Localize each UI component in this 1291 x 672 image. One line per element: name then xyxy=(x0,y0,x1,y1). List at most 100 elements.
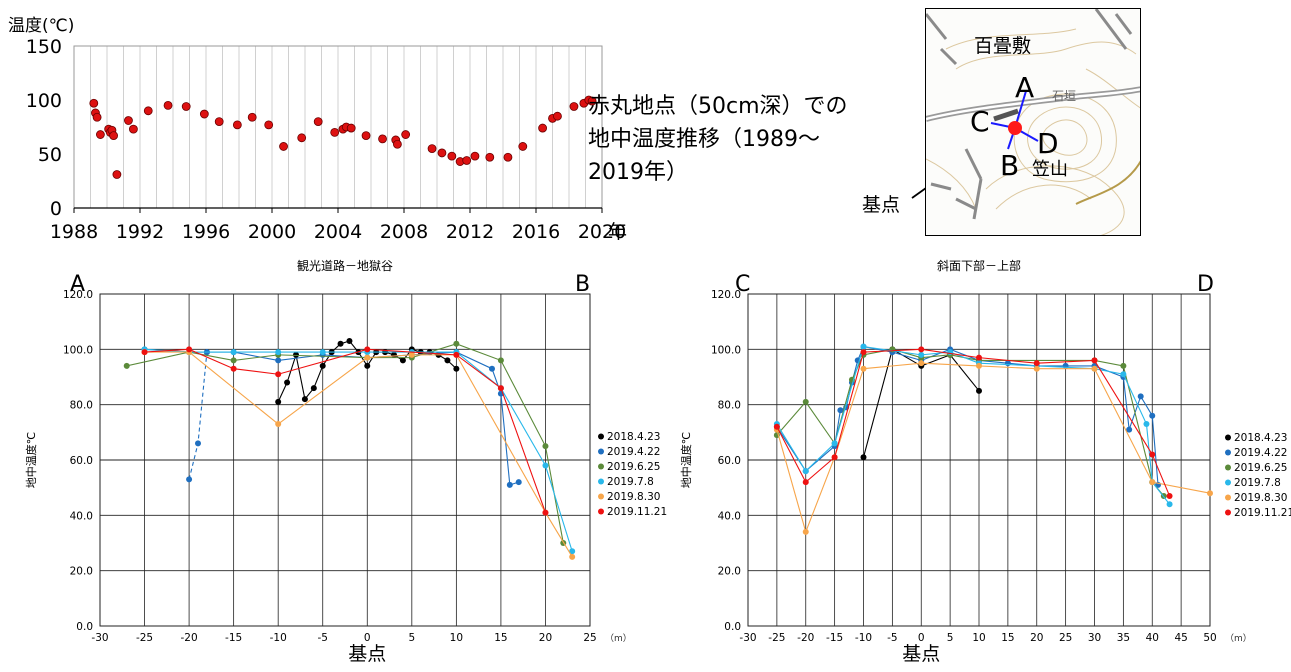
right-chart-legend-label: 2019.11.21 xyxy=(1234,507,1291,519)
right-chart-xtick-label: -30 xyxy=(739,632,756,644)
top-chart-xtick-label: 2008 xyxy=(380,221,428,243)
right-chart-series-point xyxy=(802,528,809,535)
left-chart-series-point xyxy=(497,357,504,364)
left-chart-series-point xyxy=(444,357,451,364)
right-chart-xtick-label: 20 xyxy=(1030,632,1043,644)
right-chart-xtick-label: 15 xyxy=(1001,632,1014,644)
map-point-a: A xyxy=(1015,71,1035,104)
right-chart-series-point xyxy=(831,440,838,447)
left-chart-series-point xyxy=(506,481,513,488)
left-chart-series-point xyxy=(391,351,397,358)
right-chart-legend-marker xyxy=(1225,479,1231,486)
top-chart-xtick-label: 1992 xyxy=(116,221,164,243)
left-chart-series-point xyxy=(301,396,308,403)
top-chart-point xyxy=(89,98,99,108)
top-chart-ytick-label: 150 xyxy=(26,36,62,58)
left-chart-series-line xyxy=(144,351,573,558)
top-chart-xtick-label: 2012 xyxy=(446,221,494,243)
right-chart-series-line xyxy=(776,348,1171,497)
top-chart-xtick-label: 1996 xyxy=(182,221,230,243)
right-chart-xtick-label: 45 xyxy=(1174,632,1187,644)
right-chart-ytick-label: 80.0 xyxy=(718,400,741,412)
top-chart-ytick-label: 100 xyxy=(26,90,62,112)
left-chart-series-point xyxy=(399,357,406,364)
right-chart-legend-label: 2019.7.8 xyxy=(1234,477,1281,489)
right-chart-series-point xyxy=(918,351,925,358)
right-chart-series-point xyxy=(1033,360,1040,367)
right-chart-series-point xyxy=(1033,365,1040,372)
right-chart-xtick-label: 0 xyxy=(918,632,925,644)
left-chart-ytick-label: 20.0 xyxy=(70,566,93,578)
right-chart-series-point xyxy=(837,407,844,414)
left-chart-series-point xyxy=(195,440,201,447)
left-chart-xtick-label: -25 xyxy=(136,632,153,644)
left-chart-xtick-label: 10 xyxy=(450,632,463,644)
right-chart-title: 斜面下部－上部 xyxy=(937,258,1021,273)
location-map: 百畳敷 石垣 笠山 A C B D xyxy=(925,8,1141,236)
right-chart-series-point xyxy=(1137,393,1144,400)
right-chart-xtick-label: -10 xyxy=(855,632,872,644)
basepoint-label: 基点 xyxy=(862,194,901,216)
top-chart-point xyxy=(462,156,472,165)
left-chart-ytick-label: 80.0 xyxy=(70,400,93,412)
left-chart-xtick-label: -30 xyxy=(91,632,108,644)
left-chart-ytick-label: 60.0 xyxy=(70,455,93,467)
left-chart-series-point xyxy=(364,346,371,353)
top-chart-point xyxy=(361,131,371,141)
left-chart-legend-marker xyxy=(598,463,604,470)
left-chart-series-point xyxy=(337,340,344,347)
map-label-ishigaki: 石垣 xyxy=(1052,89,1077,103)
left-chart-xtick-label: 0 xyxy=(364,632,371,644)
right-chart-ytick-label: 0.0 xyxy=(724,621,741,633)
left-chart-corner-right: B xyxy=(575,272,590,297)
top-chart-point xyxy=(401,130,411,139)
left-chart-legend-label: 2018.4.23 xyxy=(607,431,660,443)
left-chart-series-point xyxy=(230,349,237,356)
left-chart-series-point xyxy=(275,371,282,378)
left-chart-series-point xyxy=(542,509,549,516)
left-chart-series-point xyxy=(123,362,130,369)
top-chart-ytick-label: 0 xyxy=(50,198,62,220)
left-chart-legend-marker xyxy=(598,478,604,485)
right-chart-x-label: 基点 xyxy=(902,643,940,665)
right-chart-series-point xyxy=(1091,365,1098,372)
top-chart-point xyxy=(109,131,118,141)
right-chart-series-point xyxy=(1149,451,1156,458)
left-chart-series-point xyxy=(453,351,460,358)
right-chart-series-point xyxy=(1120,362,1127,369)
top-chart-point xyxy=(181,102,191,111)
right-chart-legend-marker xyxy=(1225,434,1231,441)
right-chart-series-point xyxy=(1091,357,1098,364)
right-chart-legend-marker xyxy=(1225,464,1231,471)
right-chart-legend-marker xyxy=(1225,449,1231,456)
right-chart-series-point xyxy=(860,365,867,372)
left-chart-series-point xyxy=(141,349,148,356)
right-chart-y-label: 地中温度℃ xyxy=(679,432,693,488)
right-chart-legend-label: 2019.6.25 xyxy=(1234,462,1287,474)
top-chart-point xyxy=(214,117,224,126)
temperature-trend-caption: 赤丸地点（50cm深）での 地中温度推移（1989～ 2019年） xyxy=(588,90,918,189)
right-chart-xtick-label: 25 xyxy=(1059,632,1072,644)
left-chart-legend-marker xyxy=(598,433,604,440)
top-chart-point xyxy=(587,96,597,106)
left-chart-series-point xyxy=(453,340,460,347)
right-chart-series-point xyxy=(860,349,867,356)
left-chart-series-point xyxy=(230,365,237,372)
right-chart-xtick-label: -25 xyxy=(768,632,785,644)
left-chart-series-point xyxy=(186,476,193,483)
right-chart-series-point xyxy=(802,468,809,475)
top-chart-point xyxy=(124,116,133,125)
right-chart-series-point xyxy=(1126,426,1133,433)
left-chart-xtick-label: 25 xyxy=(583,632,596,644)
left-chart-xtick-label: -15 xyxy=(225,632,242,644)
map-point-c: C xyxy=(970,105,990,138)
right-chart-series-point xyxy=(802,479,809,486)
map-rock-marks xyxy=(926,9,1133,220)
top-chart-ytick-label: 50 xyxy=(38,144,62,166)
left-chart-series-point xyxy=(310,385,317,392)
left-chart-series-point xyxy=(569,548,576,555)
top-chart-point xyxy=(112,170,122,179)
top-chart-point xyxy=(437,148,447,158)
right-chart-series-point xyxy=(918,346,925,353)
left-chart-series-point xyxy=(186,346,193,353)
